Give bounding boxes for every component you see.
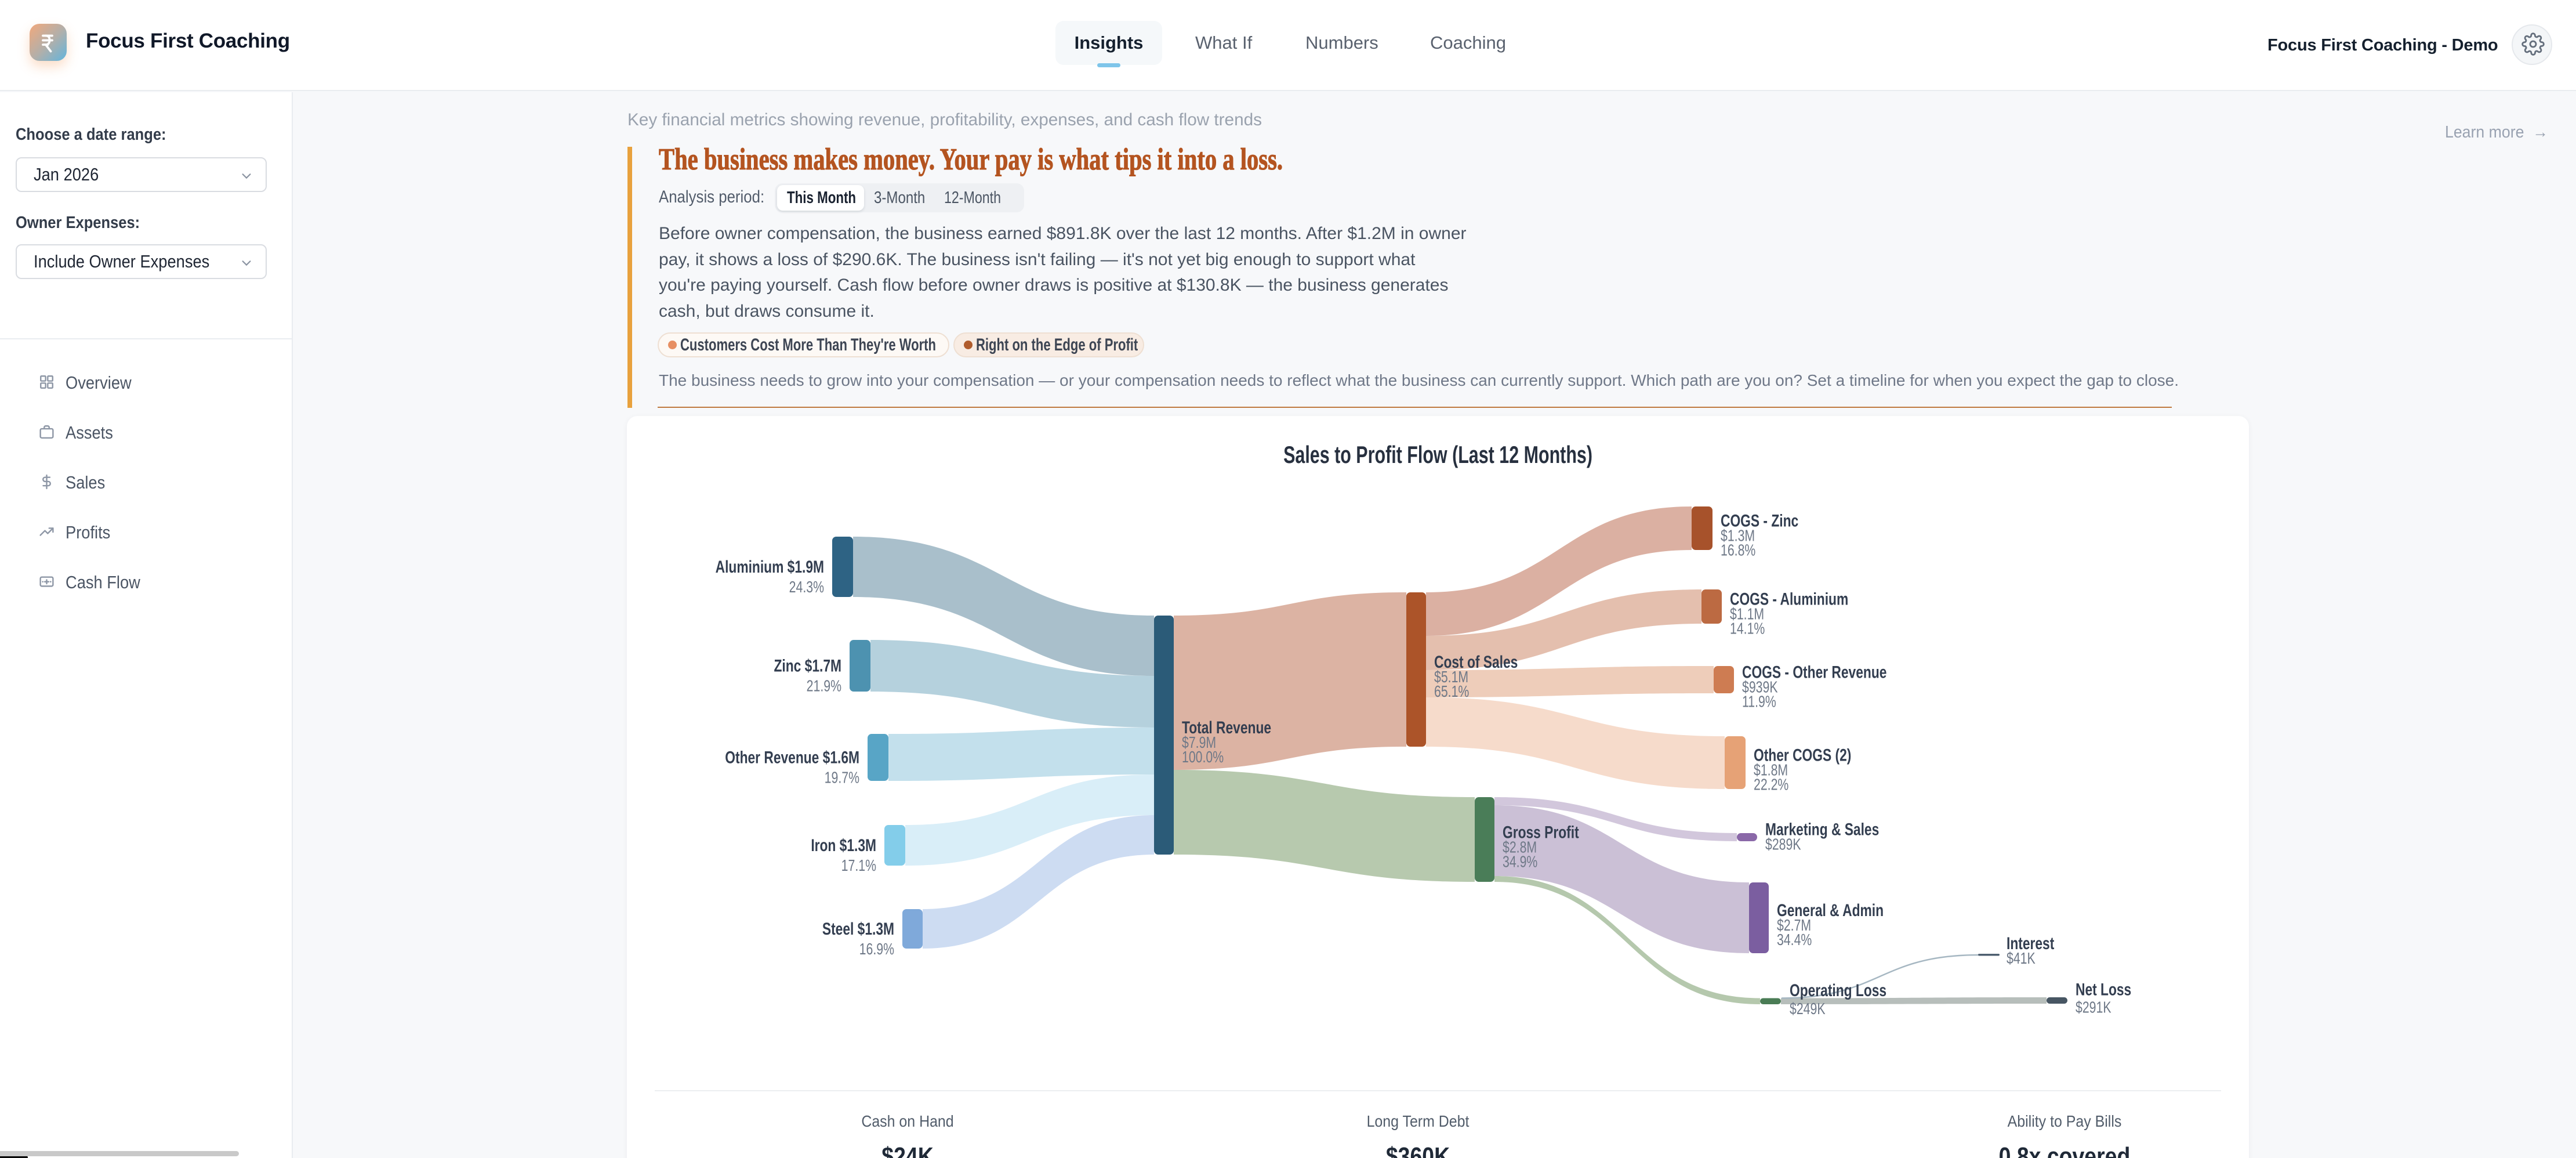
svg-text:14.1%: 14.1% — [1730, 620, 1765, 638]
svg-text:Total Revenue: Total Revenue — [1182, 718, 1271, 737]
svg-text:100.0%: 100.0% — [1182, 748, 1224, 766]
svg-text:Net Loss: Net Loss — [2076, 979, 2131, 999]
svg-text:65.1%: 65.1% — [1434, 682, 1469, 701]
svg-text:COGS - Zinc: COGS - Zinc — [1721, 511, 1798, 530]
svg-text:34.4%: 34.4% — [1777, 931, 1812, 949]
svg-text:$1.3M: $1.3M — [1721, 527, 1755, 545]
svg-text:$289K: $289K — [1765, 835, 1801, 854]
svg-text:11.9%: 11.9% — [1742, 693, 1776, 711]
svg-text:22.2%: 22.2% — [1754, 776, 1788, 794]
svg-text:Operating Loss: Operating Loss — [1790, 980, 1886, 1000]
svg-text:$2.7M: $2.7M — [1777, 916, 1811, 935]
svg-text:Interest: Interest — [2007, 933, 2054, 953]
svg-text:$1.8M: $1.8M — [1754, 761, 1788, 780]
svg-text:Cost of Sales: Cost of Sales — [1434, 652, 1518, 672]
svg-text:Aluminium $1.9M: Aluminium $1.9M — [716, 557, 824, 577]
svg-text:$41K: $41K — [2007, 949, 2036, 968]
svg-text:COGS - Aluminium: COGS - Aluminium — [1730, 589, 1848, 609]
svg-text:$7.9M: $7.9M — [1182, 733, 1216, 752]
svg-text:Iron $1.3M: Iron $1.3M — [811, 835, 876, 855]
svg-text:17.1%: 17.1% — [841, 856, 876, 875]
svg-text:Gross Profit: Gross Profit — [1503, 822, 1579, 842]
svg-text:19.7%: 19.7% — [825, 769, 859, 787]
svg-text:$2.8M: $2.8M — [1503, 838, 1537, 857]
svg-text:COGS - Other Revenue: COGS - Other Revenue — [1742, 662, 1886, 682]
svg-text:$1.1M: $1.1M — [1730, 605, 1764, 624]
svg-text:Other Revenue $1.6M: Other Revenue $1.6M — [725, 747, 859, 767]
svg-text:21.9%: 21.9% — [807, 677, 841, 696]
svg-text:General & Admin: General & Admin — [1777, 900, 1884, 920]
svg-text:Marketing & Sales: Marketing & Sales — [1765, 819, 1879, 839]
svg-text:Other COGS (2): Other COGS (2) — [1754, 745, 1851, 765]
svg-text:16.8%: 16.8% — [1721, 541, 1755, 560]
svg-text:16.9%: 16.9% — [859, 940, 894, 958]
svg-text:$5.1M: $5.1M — [1434, 668, 1468, 686]
svg-text:Steel $1.3M: Steel $1.3M — [822, 919, 894, 939]
svg-text:Zinc $1.7M: Zinc $1.7M — [774, 656, 841, 675]
svg-text:$291K: $291K — [2076, 998, 2111, 1017]
svg-text:$939K: $939K — [1742, 678, 1778, 697]
svg-text:34.9%: 34.9% — [1503, 853, 1537, 871]
svg-text:24.3%: 24.3% — [789, 578, 824, 596]
svg-text:$249K: $249K — [1790, 1000, 1826, 1018]
